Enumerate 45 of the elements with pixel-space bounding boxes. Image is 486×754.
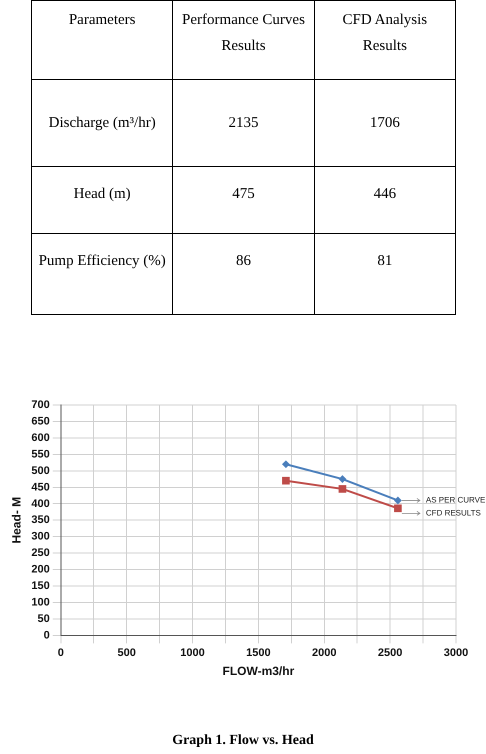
y-tick-label: 400 xyxy=(31,498,50,510)
point xyxy=(338,485,346,493)
text: Pump Efficiency (%) xyxy=(32,234,173,314)
y-tick-label: 50 xyxy=(38,612,50,625)
y-tick-label: 350 xyxy=(31,514,50,526)
text: 2135 xyxy=(172,80,314,166)
text: AS PER CURVE xyxy=(426,496,486,505)
text: Discharge (m³/hr) xyxy=(32,80,173,166)
text: Head (m) xyxy=(32,166,173,234)
y-tick-label: 650 xyxy=(31,415,50,428)
point xyxy=(338,476,346,483)
text: 475 xyxy=(172,166,314,234)
point xyxy=(282,460,290,468)
y-tick-label: 250 xyxy=(31,547,50,560)
y-tick-label: 600 xyxy=(31,432,50,444)
y-tick-label: 450 xyxy=(31,481,50,494)
y-tick-label: 200 xyxy=(31,564,50,576)
text: 1706 xyxy=(314,80,456,166)
point xyxy=(394,496,402,504)
y-tick-label: 300 xyxy=(31,530,50,543)
point xyxy=(282,476,290,485)
y-tick-label: 150 xyxy=(31,580,50,592)
y-tick-label: 0 xyxy=(44,629,50,642)
y-tick-label: 500 xyxy=(31,464,50,477)
y-tick-label: 700 xyxy=(31,399,50,412)
x-tick-label: 2000 xyxy=(312,647,336,660)
x-axis-title: FLOW-m3/hr xyxy=(222,664,295,678)
x-tick-label: 0 xyxy=(58,647,64,660)
x-tick-label: 500 xyxy=(117,647,136,660)
x-tick-label: 1000 xyxy=(180,647,205,660)
text: 446 xyxy=(314,166,456,234)
text: 86 xyxy=(172,234,314,314)
text: CFD RESULTS xyxy=(426,508,481,518)
y-tick-label: 100 xyxy=(31,596,50,609)
y-axis-title: Head- M xyxy=(10,496,24,544)
text: CFD Analysis Results xyxy=(314,0,456,80)
text: Parameters xyxy=(32,0,173,80)
text: Performance Curves Results xyxy=(172,0,314,80)
x-tick-label: 2500 xyxy=(378,647,402,660)
x-tick-label: 1500 xyxy=(246,647,271,660)
x-tick-label: 3000 xyxy=(444,647,468,660)
text: 81 xyxy=(314,234,456,314)
point xyxy=(394,504,402,512)
caption: Graph 1. Flow vs. Head xyxy=(171,733,315,749)
y-tick-label: 550 xyxy=(31,448,50,460)
